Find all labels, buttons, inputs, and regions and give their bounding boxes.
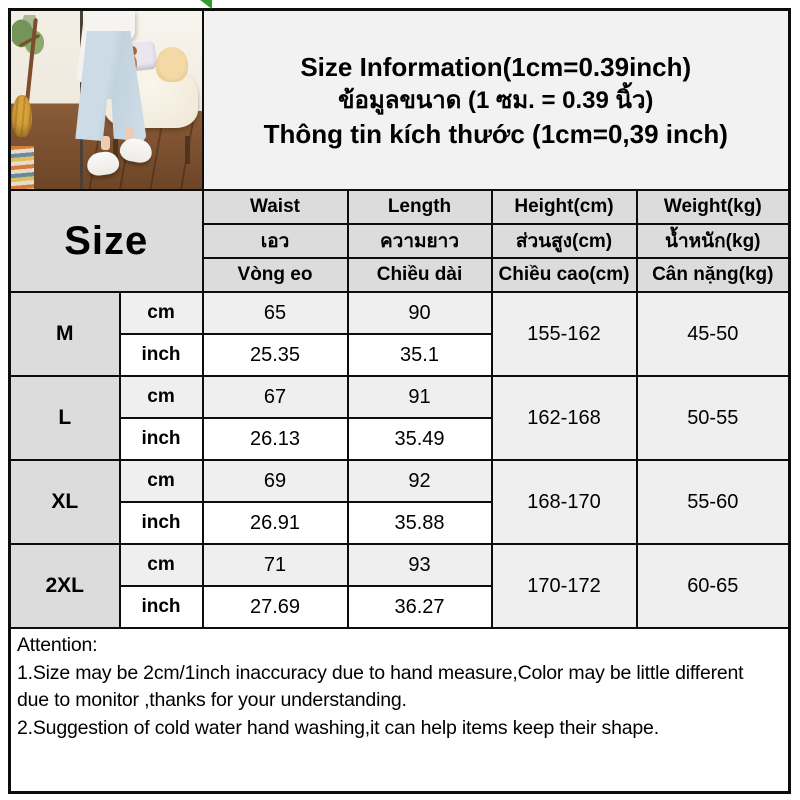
m-waist-cm: 65	[201, 291, 349, 335]
unit-label-inch: inch	[118, 585, 204, 629]
m-weight: 45-50	[635, 291, 791, 377]
2xl-length-inch: 36.27	[346, 585, 493, 629]
unit-label-cm: cm	[118, 291, 204, 335]
2xl-length-cm: 93	[346, 543, 493, 587]
l-weight: 50-55	[635, 375, 791, 461]
2xl-weight: 60-65	[635, 543, 791, 629]
l-length-cm: 91	[346, 375, 493, 419]
size-label-m: M	[8, 291, 121, 377]
m-length-inch: 35.1	[346, 333, 493, 377]
xl-weight: 55-60	[635, 459, 791, 545]
attention-heading: Attention:	[17, 634, 98, 656]
bench-leg	[185, 135, 191, 165]
unit-label-cm: cm	[118, 459, 204, 503]
size-chart-sheet: Size Information(1cm=0.39inch) ข้อมูลขนา…	[8, 8, 792, 794]
attention-line-1: 1.Size may be 2cm/1inch inaccuracy due t…	[17, 661, 744, 712]
col-header-waist-en: Waist	[201, 189, 349, 225]
col-header-weight-en: Weight(kg)	[635, 189, 791, 225]
striped-rug	[11, 146, 34, 189]
attention-line-2: 2.Suggestion of cold water hand washing,…	[17, 716, 659, 739]
l-waist-inch: 26.13	[201, 417, 349, 461]
xl-length-cm: 92	[346, 459, 493, 503]
plant-leaves	[12, 14, 44, 61]
size-info-title-cell: Size Information(1cm=0.39inch) ข้อมูลขนา…	[201, 8, 791, 191]
m-waist-inch: 25.35	[201, 333, 349, 377]
col-header-height-en: Height(cm)	[490, 189, 638, 225]
m-length-cm: 90	[346, 291, 493, 335]
col-header-weight-th: น้ำหนัก(kg)	[635, 223, 791, 259]
title-english: Size Information(1cm=0.39inch)	[300, 51, 692, 82]
model-ankle	[125, 128, 135, 143]
2xl-waist-cm: 71	[201, 543, 349, 587]
l-length-inch: 35.49	[346, 417, 493, 461]
xl-waist-cm: 69	[201, 459, 349, 503]
attention-note: Attention: 1.Size may be 2cm/1inch inacc…	[8, 627, 791, 794]
m-height: 155-162	[490, 291, 638, 377]
2xl-height: 170-172	[490, 543, 638, 629]
unit-label-inch: inch	[118, 417, 204, 461]
product-photo	[11, 11, 201, 189]
xl-height: 168-170	[490, 459, 638, 545]
lamp	[155, 46, 189, 83]
xl-waist-inch: 26.91	[201, 501, 349, 545]
size-table: Size Information(1cm=0.39inch) ข้อมูลขนา…	[8, 8, 792, 794]
col-header-waist-vi: Vòng eo	[201, 257, 349, 293]
unit-label-inch: inch	[118, 501, 204, 545]
2xl-waist-inch: 27.69	[201, 585, 349, 629]
green-corner-marker	[200, 0, 212, 9]
unit-label-inch: inch	[118, 333, 204, 377]
bench-leg	[112, 135, 118, 165]
col-header-height-vi: Chiều cao(cm)	[490, 257, 638, 293]
model-ankle	[100, 135, 110, 150]
size-label-2xl: 2XL	[8, 543, 121, 629]
title-thai: ข้อมูลขนาด (1 ซม. = 0.39 นิ้ว)	[338, 86, 654, 114]
xl-length-inch: 35.88	[346, 501, 493, 545]
size-label-l: L	[8, 375, 121, 461]
l-height: 162-168	[490, 375, 638, 461]
title-vietnamese: Thông tin kích thước (1cm=0,39 inch)	[263, 118, 728, 149]
col-header-waist-th: เอว	[201, 223, 349, 259]
l-waist-cm: 67	[201, 375, 349, 419]
woven-basket	[11, 94, 33, 138]
col-header-length-th: ความยาว	[346, 223, 493, 259]
size-header: Size	[8, 189, 204, 293]
size-label-xl: XL	[8, 459, 121, 545]
col-header-length-en: Length	[346, 189, 493, 225]
col-header-weight-vi: Cân nặng(kg)	[635, 257, 791, 293]
col-header-length-vi: Chiều dài	[346, 257, 493, 293]
unit-label-cm: cm	[118, 375, 204, 419]
product-photo-cell	[8, 8, 204, 191]
mirror-reflection	[11, 11, 83, 189]
col-header-height-th: ส่วนสูง(cm)	[490, 223, 638, 259]
unit-label-cm: cm	[118, 543, 204, 587]
